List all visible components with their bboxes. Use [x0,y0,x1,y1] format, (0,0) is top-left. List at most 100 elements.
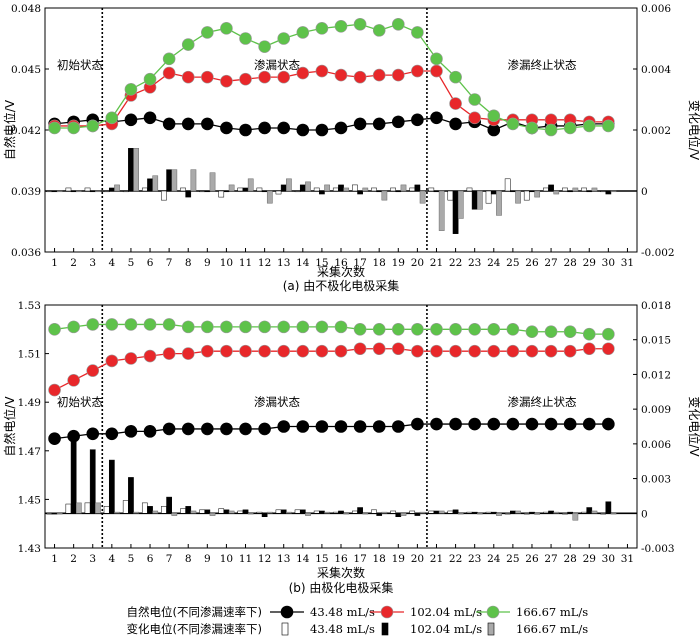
y-right-tick-label: -0.002 [641,247,675,259]
bar-2 [128,477,134,514]
series-point-3 [563,121,577,135]
series-point-2 [391,342,405,356]
bar-3 [553,511,560,514]
bar-3 [381,511,388,514]
bar-2 [166,496,172,514]
bar-2 [395,190,402,193]
bar-1 [256,511,263,514]
bar-1 [256,187,263,192]
series-point-2 [277,70,291,84]
series-point-1 [544,417,558,431]
bar-2 [128,148,134,192]
x-tick-label: 31 [621,257,634,269]
series-point-1 [487,417,501,431]
x-tick-label: 4 [108,553,115,565]
series-point-3 [430,52,443,66]
x-tick-label: 5 [128,257,135,269]
bar-1 [581,511,587,514]
bar-1 [504,178,511,192]
series-point-2 [353,70,367,84]
x-tick-label: 28 [563,553,576,565]
legend-row2-label: 变化电位(不同渗漏速率下) [127,622,262,636]
series-point-3 [201,320,214,334]
bar-3 [457,513,464,515]
bar-1 [600,190,607,193]
series-point-3 [525,325,539,339]
x-tick-label: 2 [70,257,77,269]
bar-3 [56,513,63,515]
bar-1 [65,503,72,514]
series-point-2 [239,344,252,358]
bar-1 [294,190,301,193]
series-line-3 [54,323,609,335]
series-point-3 [124,318,138,331]
series-point-1 [449,417,462,431]
series-point-1 [201,422,214,436]
bar-1 [199,509,205,514]
series-point-1 [258,121,271,135]
series-point-3 [525,121,539,135]
bar-2 [319,510,325,514]
x-tick-label: 14 [296,257,310,269]
x-tick-label: 19 [392,553,405,565]
x-tick-label: 9 [204,553,211,565]
series-point-1 [258,422,271,436]
y-left-tick-label: 1.51 [18,349,41,361]
series-point-3 [67,320,80,334]
legend-item-label: 102.04 mL/s [410,605,482,619]
legend-item-label: 166.67 mL/s [516,622,588,636]
series-point-2 [296,66,310,80]
bar-3 [438,190,445,231]
bar-2 [242,187,249,192]
series-point-3 [391,322,405,336]
series-point-2 [258,344,271,358]
x-tick-label: 11 [239,553,252,565]
bar-1 [275,509,282,514]
bar-2 [51,190,58,193]
bar-3 [324,511,330,514]
bar-3 [247,513,254,515]
series-point-3 [430,322,443,336]
series-point-3 [277,320,291,334]
bar-3 [400,184,407,192]
series-point-2 [525,344,539,358]
bar-3 [266,511,273,514]
series-point-2 [563,344,577,358]
series-point-3 [143,318,157,331]
y-left-tick-label: 1.49 [18,397,41,409]
x-tick-label: 25 [506,257,519,269]
bar-1 [523,190,530,201]
series-point-1 [124,425,138,438]
series-point-2 [67,374,80,387]
legend-row1-label: 自然电位(不同渗漏速率下) [127,605,262,619]
bar-2 [567,511,574,514]
bar-3 [286,178,292,192]
bar-2 [299,509,306,514]
bar-1 [103,506,110,514]
bar-3 [152,175,159,192]
series-point-3 [48,322,61,336]
series-point-1 [296,420,310,433]
bar-1 [466,187,473,192]
series-point-2 [315,64,329,78]
bar-3 [381,190,388,201]
series-point-1 [162,117,176,131]
bar-2 [223,190,230,193]
series-point-2 [143,349,157,363]
series-point-2 [162,347,176,360]
series-point-3 [468,93,481,106]
series-point-3 [372,24,386,37]
x-tick-label: 17 [353,553,366,565]
bar-3 [114,511,120,514]
series-point-1 [582,417,596,431]
legend: 自然电位(不同渗漏速率下) 变化电位(不同渗漏速率下) 43.48 mL/s 102.… [127,605,589,636]
bar-1 [562,513,568,515]
bar-2 [357,190,363,195]
bar-1 [485,190,492,204]
bar-3 [133,148,139,192]
bar-3 [572,187,579,192]
x-tick-label: 10 [220,257,233,269]
bar-2 [433,190,440,193]
bar-2 [51,513,58,515]
series-point-3 [315,22,329,35]
